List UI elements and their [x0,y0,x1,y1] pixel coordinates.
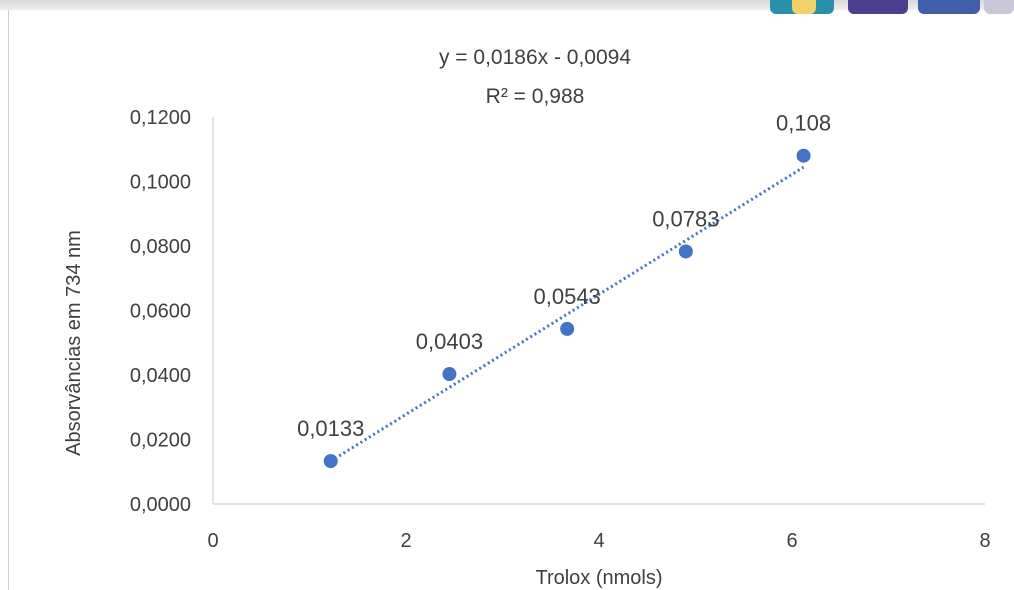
trendline-group [329,165,805,463]
data-label: 0,0783 [652,206,719,231]
data-point [678,244,693,259]
top-border-strip [0,0,1014,10]
y-tick-label: 0,0400 [130,365,191,387]
x-axis-title: Trolox (nmols) [535,567,662,589]
x-tick-label: 6 [786,530,797,552]
trendline-equation: y = 0,0186x - 0,0094 [439,46,631,69]
logo-purple [848,0,908,14]
trendline [329,165,805,463]
x-tick-labels: 0 2 4 6 8 [207,530,990,552]
data-point [442,367,457,382]
y-axis-title: Absorvâncias em 734 nm [63,230,85,456]
x-tick-label: 0 [207,530,218,552]
header-logos [770,0,1014,16]
y-tick-labels: 0,0000 0,0200 0,0400 0,0600 0,0800 0,1000 0,12… [130,107,191,516]
data-points [323,148,811,469]
x-tick-label: 8 [979,530,990,552]
data-labels: 0,0133 0,0403 0,0543 0,0783 0,108 [297,111,831,441]
y-tick-label: 0,0800 [130,236,191,258]
data-label: 0,0403 [416,329,483,354]
left-border-line [8,10,9,590]
data-label: 0,108 [776,111,831,136]
data-point [560,321,575,336]
y-tick-label: 0,0000 [130,494,191,516]
x-tick-label: 2 [400,530,411,552]
y-tick-label: 0,0600 [130,301,191,323]
data-label: 0,0543 [534,284,601,309]
y-tick-label: 0,1000 [130,172,191,194]
logo-yellow [792,0,816,14]
y-tick-label: 0,1200 [130,107,191,129]
r-squared-label: R² = 0,988 [486,85,585,108]
logo-gray [984,0,1014,14]
plot-axes [212,117,985,505]
data-point [796,148,811,163]
data-label: 0,0133 [297,416,364,441]
logo-blue [918,0,980,14]
data-point [323,454,338,469]
x-tick-label: 4 [593,530,604,552]
y-tick-label: 0,0200 [130,430,191,452]
